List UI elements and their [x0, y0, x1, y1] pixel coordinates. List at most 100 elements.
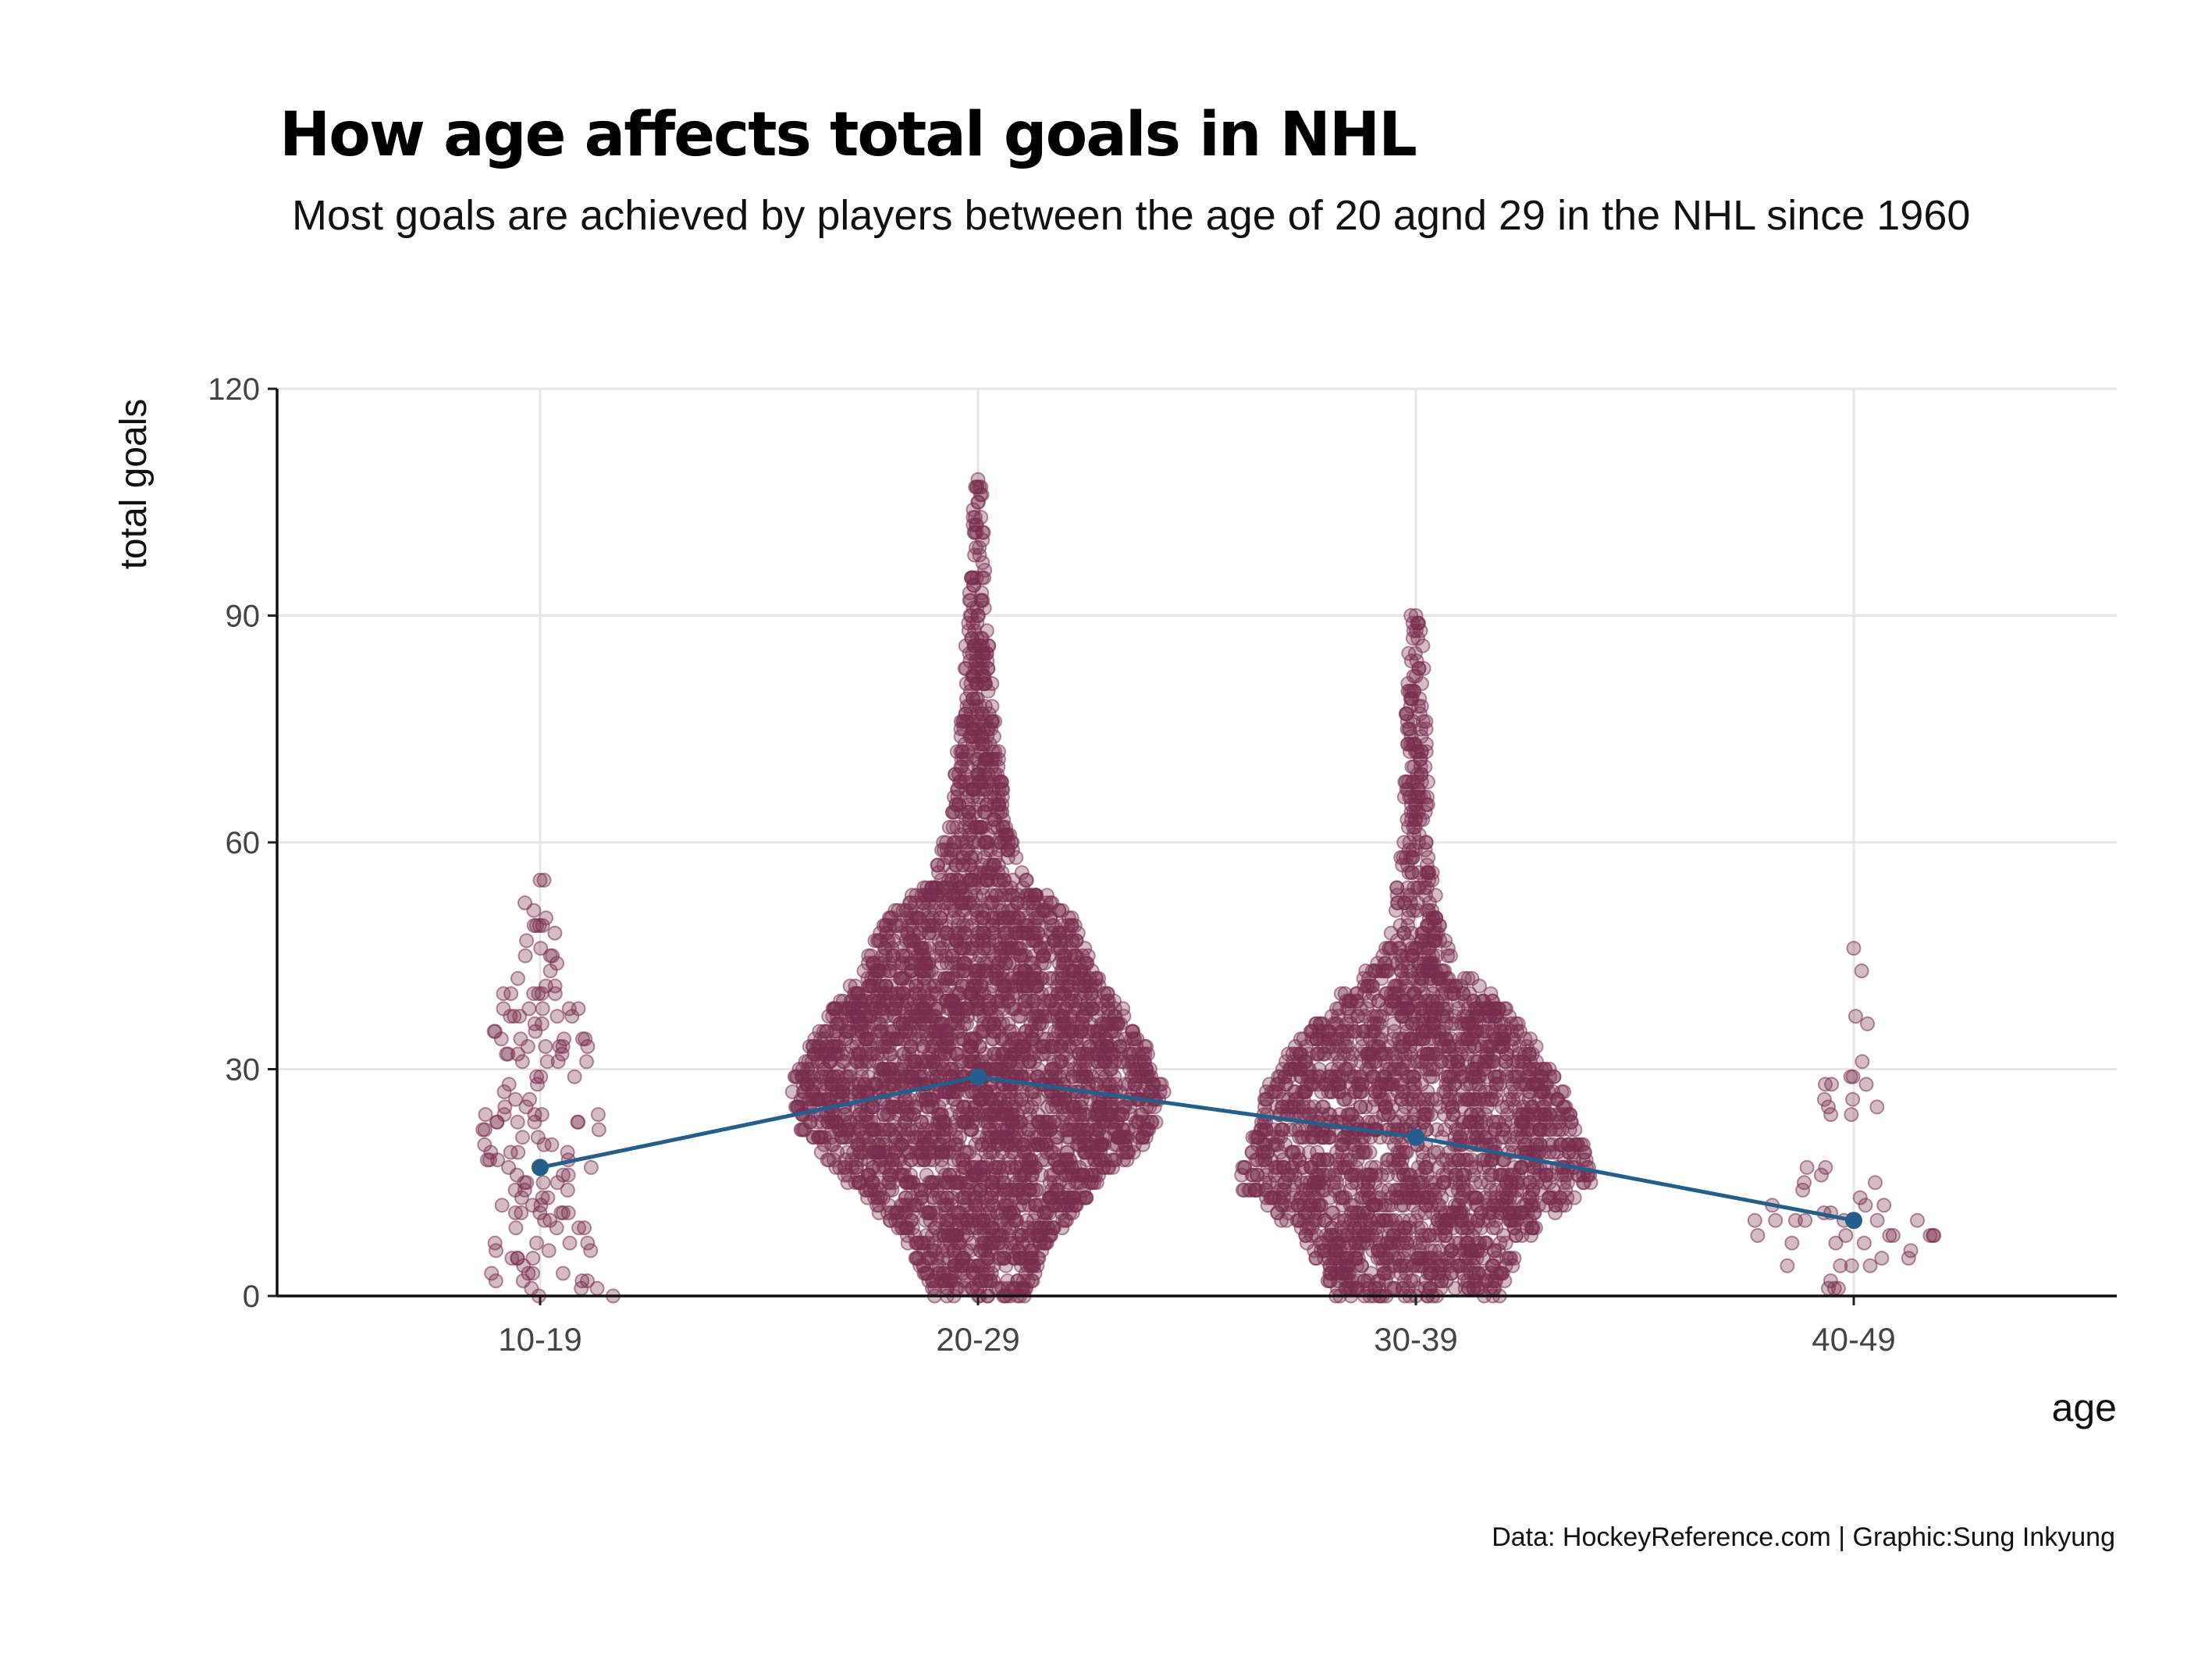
- data-point: [886, 933, 902, 949]
- data-point: [510, 1145, 526, 1160]
- data-point: [553, 1205, 569, 1220]
- data-point: [510, 1114, 525, 1130]
- data-point: [510, 970, 525, 986]
- data-point: [882, 1062, 898, 1077]
- swarm-30-39: [1234, 608, 1599, 1304]
- data-point: [896, 986, 912, 1002]
- data-point: [913, 1145, 928, 1160]
- data-point: [936, 1114, 951, 1130]
- data-point: [562, 1235, 578, 1251]
- data-point: [813, 1145, 829, 1160]
- data-point-max: [970, 472, 986, 487]
- data-point: [1039, 1205, 1054, 1220]
- data-point: [549, 956, 564, 971]
- data-point: [496, 1001, 511, 1016]
- data-point: [990, 1235, 1006, 1251]
- data-point: [1137, 1039, 1153, 1054]
- data-point: [1003, 880, 1019, 895]
- data-point: [1026, 1182, 1041, 1198]
- data-point: [489, 1114, 505, 1130]
- data-point: [840, 1175, 855, 1191]
- data-point: [964, 570, 979, 586]
- data-point: [1030, 925, 1046, 941]
- data-point: [948, 1046, 964, 1062]
- data-point: [966, 880, 982, 895]
- data-point: [1079, 1001, 1094, 1016]
- data-point: [1046, 933, 1062, 949]
- data-point: [976, 986, 991, 1002]
- data-point: [973, 714, 989, 729]
- data-point: [519, 1175, 535, 1191]
- data-point: [980, 1198, 996, 1213]
- data-point: [518, 1099, 534, 1115]
- data-point: [1036, 1046, 1051, 1062]
- data-point: [905, 1205, 920, 1220]
- data-point: [1014, 1091, 1030, 1107]
- data-point: [1019, 910, 1034, 926]
- data-point: [1039, 888, 1054, 903]
- data-point: [507, 1009, 522, 1024]
- data-point: [515, 1130, 530, 1145]
- data-point: [1047, 1069, 1063, 1084]
- data-point: [496, 986, 511, 1002]
- data-point: [1047, 1091, 1062, 1107]
- data-point: [1117, 1130, 1133, 1145]
- data-point: [834, 1130, 849, 1145]
- data-point: [936, 1228, 951, 1243]
- data-point: [1144, 1077, 1160, 1092]
- data-point: [1071, 1130, 1086, 1145]
- data-point: [835, 1054, 851, 1070]
- data-point: [1054, 1054, 1069, 1070]
- data-point: [527, 1016, 542, 1031]
- data-point: [545, 948, 560, 963]
- data-point: [1430, 1145, 1446, 1160]
- data-point: [970, 925, 986, 941]
- data-point: [522, 1091, 537, 1107]
- data-point: [541, 1243, 557, 1258]
- data-point: [1014, 1220, 1030, 1236]
- data-point: [1026, 993, 1040, 1009]
- data-point: [837, 1114, 852, 1130]
- data-point: [976, 956, 992, 971]
- data-point: [878, 978, 894, 994]
- data-point: [1016, 1145, 1032, 1160]
- data-point: [1115, 1107, 1130, 1123]
- data-point: [830, 1145, 845, 1160]
- data-point: [1087, 1152, 1103, 1168]
- data-point: [922, 925, 937, 941]
- data-point: [945, 1084, 961, 1099]
- data-point: [1075, 1167, 1090, 1183]
- data-point: [862, 1039, 877, 1054]
- data-point: [525, 1251, 541, 1266]
- data-point: [959, 789, 975, 805]
- data-point: [1057, 1152, 1072, 1168]
- data-point: [530, 1130, 546, 1145]
- data-point: [1001, 993, 1016, 1009]
- data-point: [516, 1258, 532, 1273]
- data-point: [1044, 1145, 1059, 1160]
- data-point: [998, 1258, 1014, 1273]
- data-point: [535, 1001, 550, 1016]
- data-point: [561, 1001, 577, 1016]
- data-point: [906, 925, 922, 941]
- data-point: [928, 986, 944, 1002]
- data-point: [490, 1152, 505, 1168]
- data-point: [567, 1069, 582, 1084]
- data-point: [521, 1001, 537, 1016]
- data-point: [981, 1001, 997, 1016]
- data-point: [948, 767, 963, 782]
- data-point: [828, 1039, 844, 1054]
- data-point: [1094, 1039, 1109, 1054]
- data-point: [580, 1235, 596, 1251]
- data-point: [973, 699, 988, 714]
- data-point: [539, 1054, 555, 1070]
- data-point: [1016, 963, 1032, 979]
- data-point: [501, 1159, 517, 1175]
- data-point: [874, 1046, 890, 1062]
- data-point: [984, 895, 1000, 910]
- grid-layer: [277, 387, 2117, 1298]
- data-point: [507, 1205, 523, 1220]
- data-point: [871, 1137, 887, 1152]
- data-point: [1072, 1107, 1087, 1123]
